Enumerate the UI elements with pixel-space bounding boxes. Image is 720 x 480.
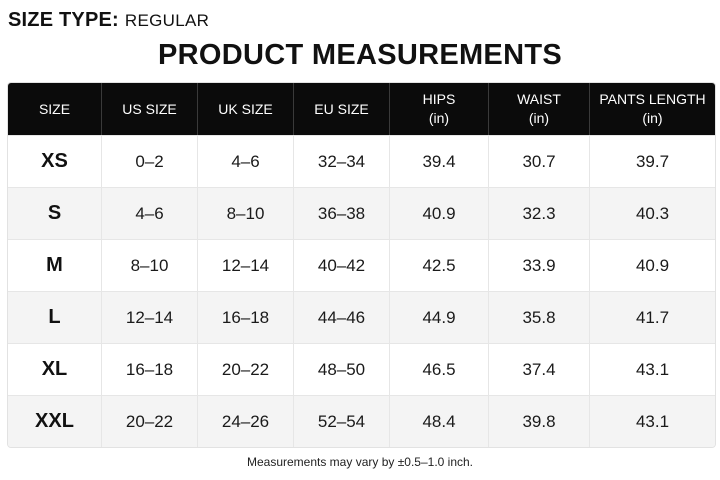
table-row: XS 0–2 4–6 32–34 39.4 30.7 39.7	[8, 135, 715, 187]
table-cell: 43.1	[589, 343, 715, 395]
table-cell: 4–6	[101, 187, 197, 239]
table-body: XS 0–2 4–6 32–34 39.4 30.7 39.7 S 4–6 8–10 36–38 40…	[8, 135, 715, 447]
column-header: PANTS LENGTH (in)	[589, 83, 715, 135]
table-cell: 0–2	[101, 135, 197, 187]
column-header: SIZE	[8, 83, 101, 135]
size-type-line: SIZE TYPE: REGULAR	[8, 9, 209, 33]
table-row: XXL 20–22 24–26 52–54 48.4 39.8 43.1	[8, 395, 715, 447]
size-chart-table: SIZE US SIZE UK SIZE EU SIZE HIPS (in) WAIST (i…	[7, 82, 716, 448]
table-cell: 33.9	[488, 239, 589, 291]
table-cell: 41.7	[589, 291, 715, 343]
column-header-label: SIZE	[38, 100, 71, 117]
table-cell: 40.3	[589, 187, 715, 239]
table-row: S 4–6 8–10 36–38 40.9 32.3 40.3	[8, 187, 715, 239]
size-cell: S	[8, 187, 101, 239]
table-cell: 8–10	[197, 187, 293, 239]
table-cell: 44.9	[389, 291, 488, 343]
table-cell: 35.8	[488, 291, 589, 343]
table-cell: 24–26	[197, 395, 293, 447]
size-type-value: REGULAR	[124, 11, 210, 30]
table-cell: 36–38	[293, 187, 389, 239]
column-header-label: WAIST	[517, 91, 561, 107]
table-cell: 37.4	[488, 343, 589, 395]
table-cell: 12–14	[197, 239, 293, 291]
table-cell: 39.7	[589, 135, 715, 187]
column-header: HIPS (in)	[389, 83, 488, 135]
column-header: WAIST (in)	[488, 83, 589, 135]
table-cell: 46.5	[389, 343, 488, 395]
column-header: US SIZE	[101, 83, 197, 135]
table-cell: 20–22	[101, 395, 197, 447]
table-cell: 20–22	[197, 343, 293, 395]
column-header-label: HIPS	[422, 91, 456, 107]
table-cell: 48.4	[389, 395, 488, 447]
column-header: EU SIZE	[293, 83, 389, 135]
column-header-label: PANTS LENGTH	[599, 91, 706, 107]
column-header-unit: (in)	[642, 110, 663, 126]
table-row: L 12–14 16–18 44–46 44.9 35.8 41.7	[8, 291, 715, 343]
page-title: PRODUCT MEASUREMENTS	[158, 39, 562, 71]
table-cell: 39.8	[488, 395, 589, 447]
table-row: M 8–10 12–14 40–42 42.5 33.9 40.9	[8, 239, 715, 291]
table-cell: 39.4	[389, 135, 488, 187]
size-cell: M	[8, 239, 101, 291]
table-cell: 48–50	[293, 343, 389, 395]
table-cell: 12–14	[101, 291, 197, 343]
table-cell: 16–18	[197, 291, 293, 343]
table-cell: 16–18	[101, 343, 197, 395]
size-cell: XL	[8, 343, 101, 395]
column-header-unit: (in)	[428, 110, 450, 126]
table-cell: 43.1	[589, 395, 715, 447]
column-header-label: UK SIZE	[218, 100, 273, 117]
size-type-label: SIZE TYPE:	[8, 9, 119, 31]
size-cell: L	[8, 291, 101, 343]
column-header-unit: (in)	[528, 110, 550, 126]
footnote: Measurements may vary by ±0.5–1.0 inch.	[246, 455, 474, 469]
size-cell: XS	[8, 135, 101, 187]
table-cell: 8–10	[101, 239, 197, 291]
table-cell: 4–6	[197, 135, 293, 187]
table-cell: 32.3	[488, 187, 589, 239]
column-header-label: EU SIZE	[314, 100, 369, 117]
table-cell: 44–46	[293, 291, 389, 343]
size-cell: XXL	[8, 395, 101, 447]
column-header-label: US SIZE	[122, 100, 177, 117]
table-cell: 30.7	[488, 135, 589, 187]
table-header-row: SIZE US SIZE UK SIZE EU SIZE HIPS (in) WAIST (i…	[8, 83, 715, 135]
table-row: XL 16–18 20–22 48–50 46.5 37.4 43.1	[8, 343, 715, 395]
column-header: UK SIZE	[197, 83, 293, 135]
table-cell: 32–34	[293, 135, 389, 187]
table-cell: 40–42	[293, 239, 389, 291]
table-cell: 52–54	[293, 395, 389, 447]
table-cell: 42.5	[389, 239, 488, 291]
table-cell: 40.9	[389, 187, 488, 239]
table-cell: 40.9	[589, 239, 715, 291]
